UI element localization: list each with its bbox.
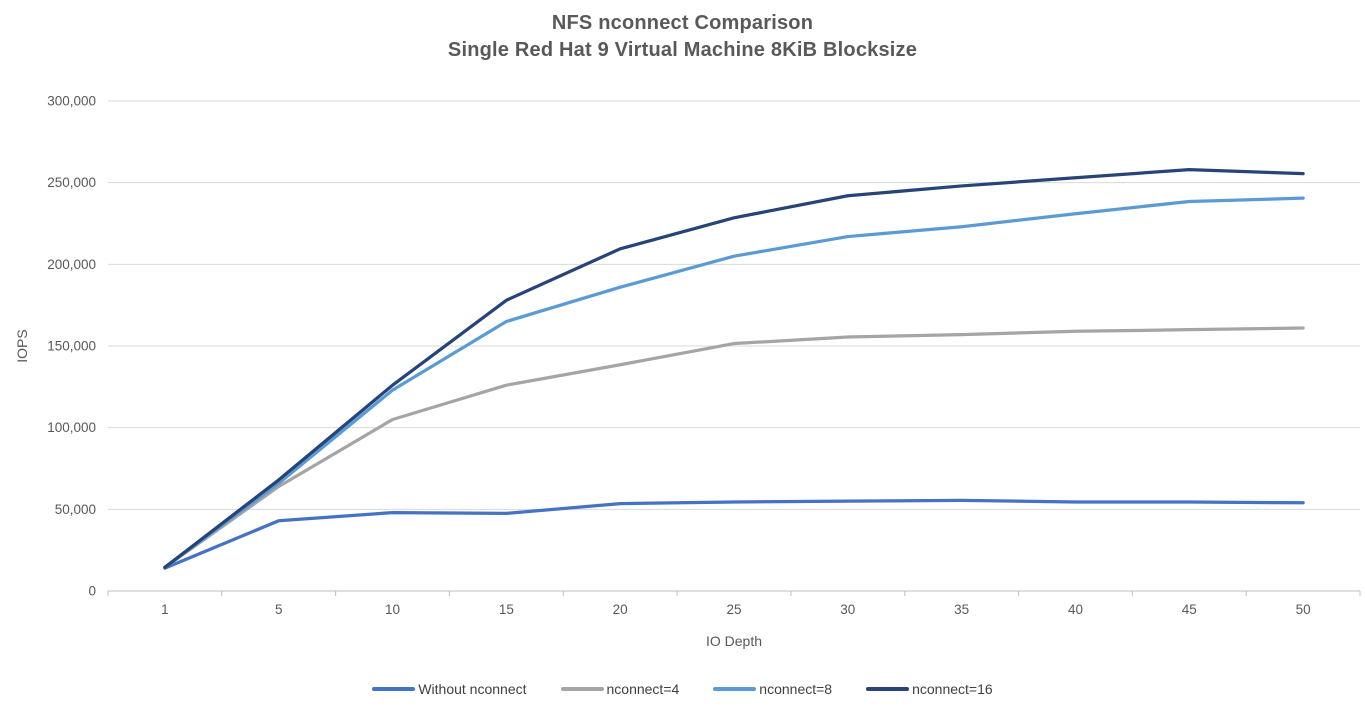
y-tick-label: 250,000 — [47, 175, 96, 190]
x-tick-label: 40 — [1068, 602, 1083, 617]
y-tick-label: 300,000 — [47, 94, 96, 109]
x-tick-label: 10 — [385, 602, 400, 617]
legend-item-nconnect-8: nconnect=8 — [713, 681, 832, 697]
x-tick-label: 20 — [613, 602, 628, 617]
chart-title-line2: Single Red Hat 9 Virtual Machine 8KiB Bl… — [447, 39, 918, 61]
y-axis-title: IOPS — [14, 329, 30, 363]
legend-line-swatch — [866, 687, 910, 691]
legend-line-swatch — [560, 687, 604, 691]
series-line-nconnect-8 — [163, 196, 1305, 569]
x-tick-label: 25 — [726, 602, 741, 617]
chart-title-line1: NFS nconnect Comparison — [551, 12, 814, 34]
x-tick-label: 5 — [275, 602, 283, 617]
x-tick-label: 35 — [954, 602, 969, 617]
y-tick-label: 100,000 — [47, 420, 96, 435]
y-tick-label: 50,000 — [55, 502, 96, 517]
y-tick-label: 0 — [88, 584, 96, 599]
chart-title: NFS nconnect Comparison Single Red Hat 9… — [0, 10, 1365, 64]
x-tick-label: 15 — [499, 602, 514, 617]
series-line-nconnect-4 — [163, 326, 1305, 569]
series-line-without-nconnect — [163, 498, 1305, 570]
legend-line-swatch — [372, 687, 416, 691]
y-tick-label: 150,000 — [47, 339, 96, 354]
x-axis-title: IO Depth — [705, 633, 763, 649]
x-tick-label: 45 — [1182, 602, 1197, 617]
legend-item-without-nconnect: Without nconnect — [372, 681, 527, 697]
series-line-nconnect-16 — [163, 167, 1305, 569]
legend-label: nconnect=4 — [606, 681, 680, 697]
chart-legend: Without nconnect nconnect=4 nconnect=8 ncon… — [0, 681, 1365, 697]
x-tick-label: 30 — [840, 602, 855, 617]
y-tick-label: 200,000 — [47, 257, 96, 272]
legend-label: Without nconnect — [418, 681, 527, 697]
x-tick-label: 50 — [1296, 602, 1311, 617]
x-tick-label: 1 — [161, 602, 169, 617]
legend-label: nconnect=8 — [759, 681, 833, 697]
legend-item-nconnect-4: nconnect=4 — [560, 681, 680, 697]
legend-item-nconnect-16: nconnect=16 — [866, 681, 993, 697]
legend-label: nconnect=16 — [912, 681, 993, 697]
legend-line-swatch — [713, 687, 757, 691]
